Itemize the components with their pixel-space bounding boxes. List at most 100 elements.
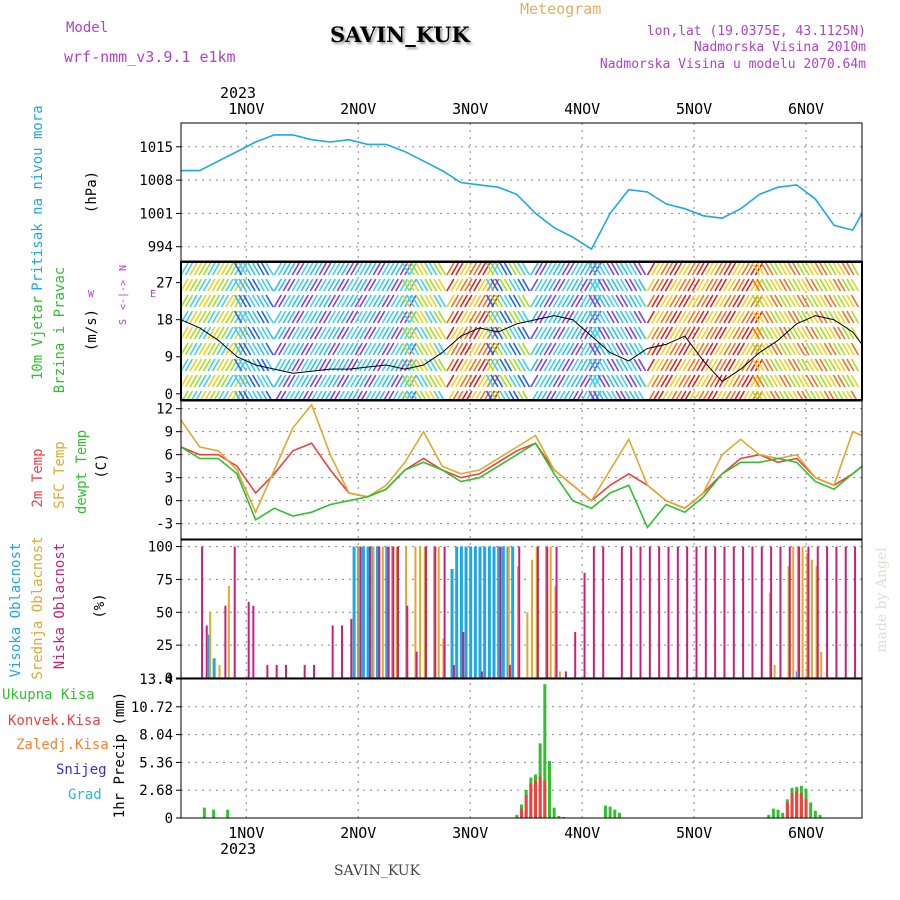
wind-barb	[619, 278, 629, 292]
wind-barb	[655, 358, 665, 372]
wind-barb	[783, 294, 792, 308]
wind-barb	[181, 278, 189, 292]
year-label-top: 2023	[220, 84, 256, 102]
wind-barb	[610, 326, 620, 340]
wind-barb	[410, 342, 420, 356]
wind-barb	[628, 294, 638, 308]
wind-barb	[459, 358, 469, 372]
wind-barb	[521, 390, 529, 400]
wind-barb	[323, 374, 332, 388]
wind-barb	[837, 390, 845, 400]
wind-barb	[566, 294, 575, 308]
wind-barb	[184, 326, 194, 340]
wind-barb	[490, 326, 499, 340]
wind-barb	[474, 390, 482, 400]
wind-barb	[273, 374, 282, 388]
wind-barb	[372, 262, 381, 276]
wind-barb	[810, 390, 818, 400]
wind-barb	[548, 374, 557, 388]
wind-barb	[669, 326, 678, 340]
wind-barb	[238, 326, 247, 340]
cloud-bar	[478, 546, 482, 678]
precip-bar	[613, 809, 617, 818]
wind-barb	[624, 342, 633, 356]
wind-barb	[841, 390, 849, 400]
wind-barb	[395, 358, 404, 372]
wind-barb	[678, 278, 687, 292]
wind-barb	[778, 358, 788, 372]
wind-barb	[615, 294, 624, 308]
wind-barb	[579, 326, 589, 340]
wind-barb	[597, 326, 606, 340]
cloud-bar	[473, 546, 477, 678]
wind-barb	[329, 390, 336, 400]
wind-barb	[700, 262, 710, 276]
wind-barb	[597, 310, 606, 324]
wind-barb	[723, 374, 732, 388]
wind-barb	[796, 278, 806, 292]
wind-barb	[238, 294, 247, 308]
wind-barb	[368, 310, 377, 324]
wind-barb	[745, 326, 755, 340]
cloud-bar	[508, 664, 511, 678]
wind-barb	[705, 326, 714, 340]
wind-barb	[446, 374, 455, 388]
wind-barb	[774, 374, 783, 388]
wind-barb	[673, 374, 683, 388]
wind-barb	[318, 374, 327, 388]
wind-barb	[724, 390, 732, 400]
wind-barb	[381, 374, 390, 388]
precip-bar	[767, 814, 771, 818]
wind-barb	[819, 358, 828, 372]
wind-barb	[437, 294, 447, 308]
wind-barb	[336, 326, 345, 340]
wind-barb	[664, 358, 674, 372]
wind-barb	[575, 326, 584, 340]
wind-barb	[566, 262, 575, 276]
wind-barb	[778, 278, 788, 292]
wind-barb	[646, 294, 656, 308]
pressure-unit: (hPa)	[84, 171, 100, 213]
legend-snow: Snijeg	[56, 762, 107, 778]
wind-barb	[705, 294, 714, 308]
wind-barb	[336, 342, 345, 356]
wind-barb	[673, 326, 683, 340]
wind-barb	[368, 358, 377, 372]
wind-barb	[687, 342, 696, 356]
wind-barb	[778, 342, 788, 356]
wind-barb	[760, 326, 770, 340]
wind-barb	[723, 294, 732, 308]
cloud-bar	[549, 546, 552, 678]
temp-unit: (C)	[94, 453, 110, 478]
wind-barb	[760, 294, 770, 308]
wind-barb	[801, 390, 809, 400]
wind-barb	[320, 390, 327, 400]
wind-barb	[828, 278, 837, 292]
wind-barb	[198, 310, 207, 324]
wind-barb	[278, 310, 287, 324]
wind-barb	[287, 262, 296, 276]
station-title: SAVIN_KUK	[330, 22, 470, 47]
wind-barb	[846, 342, 855, 356]
wind-barb	[291, 374, 300, 388]
wind-barb	[455, 358, 464, 372]
cloud-bar	[455, 546, 459, 678]
wind-barb	[687, 374, 696, 388]
wind-barb	[225, 310, 234, 324]
wind-barb	[184, 342, 194, 356]
wind-barb	[841, 278, 851, 292]
wind-barb	[368, 374, 377, 388]
wind-barb	[628, 390, 636, 400]
wind-barb	[814, 310, 824, 324]
wind-barb	[850, 390, 858, 400]
wind-barb	[756, 342, 765, 356]
wind-barb	[610, 342, 620, 356]
wind-barb	[545, 390, 553, 400]
cloud-bar	[459, 546, 463, 678]
wind-barb	[787, 342, 797, 356]
wind-barb	[198, 374, 207, 388]
cloud-bar	[392, 546, 395, 678]
wind-barb	[570, 342, 580, 356]
wind-barb	[483, 390, 491, 400]
wind-barb	[464, 374, 473, 388]
